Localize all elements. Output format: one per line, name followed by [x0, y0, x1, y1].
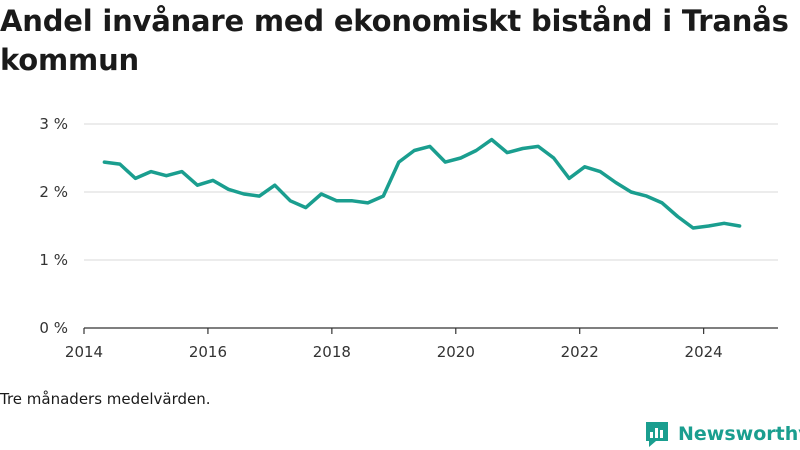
- brand-logo[interactable]: Newsworthy: [644, 420, 800, 448]
- footnote: Tre månaders medelvärden.: [0, 390, 211, 408]
- grid-lines: [84, 123, 778, 261]
- x-axis-labels: 2014 2016 2018 2020 2022 2024: [65, 343, 723, 361]
- bar-chart-speech-bubble-icon: [646, 422, 668, 447]
- chart-title: Andel invånare med ekonomiskt bistånd i …: [0, 4, 789, 77]
- y-tick-label: 0 %: [39, 319, 68, 337]
- x-tick-label: 2024: [685, 343, 723, 361]
- y-tick-label: 3 %: [39, 115, 68, 133]
- x-tick-label: 2014: [65, 343, 103, 361]
- y-axis-labels: 0 % 1 % 2 % 3 %: [39, 115, 68, 337]
- brand-name: Newsworthy: [678, 423, 800, 445]
- series-group: [102, 137, 742, 230]
- series-line: [102, 137, 742, 230]
- y-tick-label: 1 %: [39, 251, 68, 269]
- y-tick-label: 2 %: [39, 183, 68, 201]
- x-tick-label: 2016: [189, 343, 227, 361]
- x-tick-label: 2018: [313, 343, 351, 361]
- x-tick-label: 2020: [437, 343, 475, 361]
- x-axis: [83, 327, 778, 334]
- x-tick-label: 2022: [561, 343, 599, 361]
